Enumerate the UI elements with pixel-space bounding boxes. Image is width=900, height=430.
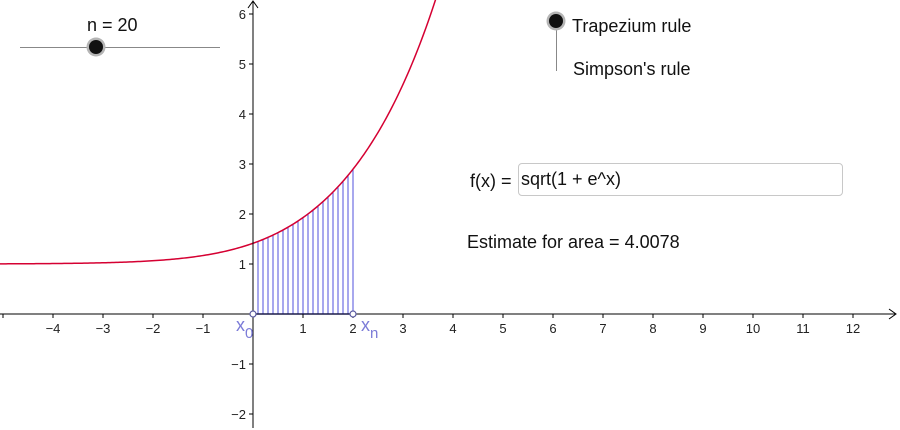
xn-point[interactable] bbox=[349, 310, 357, 318]
x-tick-label: 3 bbox=[399, 321, 406, 336]
n-slider-handle[interactable] bbox=[89, 40, 103, 54]
n-slider-track[interactable] bbox=[20, 47, 220, 48]
x-tick-label: 7 bbox=[599, 321, 606, 336]
y-tick-label: 2 bbox=[239, 207, 246, 222]
x-tick-label: 5 bbox=[499, 321, 506, 336]
function-input[interactable] bbox=[518, 163, 843, 196]
y-tick-label: −1 bbox=[231, 357, 246, 372]
function-curve bbox=[0, 0, 437, 265]
x-tick-label: 10 bbox=[746, 321, 760, 336]
x0-point[interactable] bbox=[249, 310, 257, 318]
rule-selector-track[interactable] bbox=[556, 21, 557, 71]
interval-points: x0 xn bbox=[236, 310, 378, 342]
x-tick-label: 6 bbox=[549, 321, 556, 336]
y-tick-label: −2 bbox=[231, 407, 246, 422]
xn-label-main: x bbox=[361, 315, 370, 335]
y-tick-label: 3 bbox=[239, 157, 246, 172]
x-tick-label: −1 bbox=[196, 321, 211, 336]
x-tick-label: 1 bbox=[299, 321, 306, 336]
y-tick-label: 6 bbox=[239, 7, 246, 22]
y-axis-arrow bbox=[247, 0, 259, 9]
x-tick-label: 8 bbox=[649, 321, 656, 336]
x-tick-label: 2 bbox=[349, 321, 356, 336]
x0-label-sub: 0 bbox=[245, 325, 253, 342]
x-tick-label: 9 bbox=[699, 321, 706, 336]
area-estimate: Estimate for area = 4.0078 bbox=[467, 232, 680, 252]
simpsons-rule-option[interactable]: Simpson's rule bbox=[573, 59, 691, 79]
x-tick-label: −3 bbox=[96, 321, 111, 336]
xn-label-sub: n bbox=[370, 325, 378, 342]
x-tick-label: 12 bbox=[846, 321, 860, 336]
y-tick-label: 1 bbox=[239, 257, 246, 272]
n-slider-label: n = 20 bbox=[87, 15, 138, 35]
trapezium-rule-option[interactable]: Trapezium rule bbox=[572, 16, 692, 36]
rule-selector-handle[interactable] bbox=[549, 14, 563, 28]
x0-label: x0 bbox=[236, 315, 253, 342]
function-label: f(x) = bbox=[470, 171, 512, 191]
y-tick-label: 4 bbox=[239, 107, 246, 122]
x-tick-label: −4 bbox=[46, 321, 61, 336]
x-tick-label: 4 bbox=[449, 321, 456, 336]
y-tick-label: 5 bbox=[239, 57, 246, 72]
xn-label: xn bbox=[361, 315, 378, 342]
x-tick-label: −2 bbox=[146, 321, 161, 336]
x0-label-main: x bbox=[236, 315, 245, 335]
trapezium-strips bbox=[252, 168, 354, 315]
x-tick-label: 11 bbox=[796, 321, 810, 336]
x-axis-arrow bbox=[888, 308, 897, 320]
